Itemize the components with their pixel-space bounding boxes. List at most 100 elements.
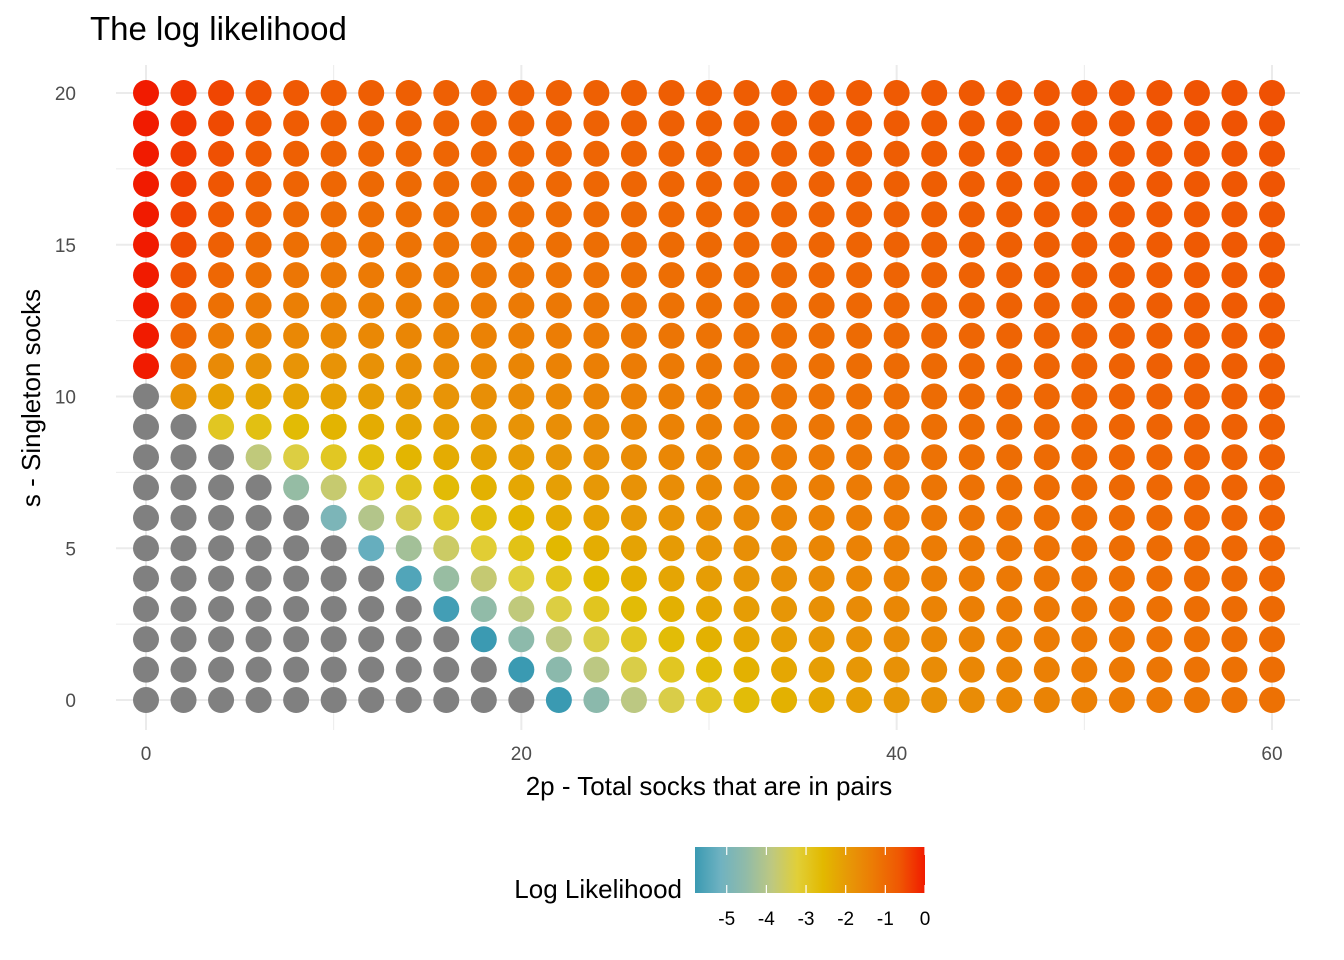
data-point [1033,262,1060,289]
data-point [395,80,422,106]
data-point [583,595,610,622]
legend: Log Likelihood -5 -4 -3 -2 -1 0 [514,847,930,930]
data-point [658,535,685,562]
data-point [1146,322,1173,349]
data-point [1183,626,1210,653]
data-point [470,444,497,471]
data-point [470,80,497,106]
data-point [808,626,835,653]
data-point [583,535,610,562]
data-point [658,444,685,471]
data-point [245,292,272,319]
data-point [1033,322,1060,349]
data-point [1183,535,1210,562]
data-point [245,353,272,380]
data-point [1146,171,1173,198]
data-point [1183,383,1210,410]
data-point [1108,474,1135,501]
data-point [245,656,272,683]
data-point [733,595,760,622]
data-point [808,80,835,106]
data-point [1221,231,1248,258]
data-point [433,504,460,531]
data-point [733,535,760,562]
data-point [583,444,610,471]
data-point [545,474,572,501]
data-point [696,474,722,501]
data-point [470,626,497,653]
data-point [958,595,985,622]
data-point [245,201,272,228]
data-point [808,110,835,137]
data-point [208,231,235,258]
data-point [283,231,310,258]
data-point [1259,201,1285,228]
data-point [1221,140,1248,167]
data-point [958,413,985,440]
data-point [1183,413,1210,440]
data-point [1108,595,1135,622]
data-point [1108,444,1135,471]
data-point [283,262,310,289]
data-point [733,413,760,440]
data-point [1146,444,1173,471]
data-point [133,656,159,683]
data-point [771,383,798,410]
data-point [958,231,985,258]
data-point [696,231,722,258]
data-point [883,626,910,653]
data-point [545,626,572,653]
data-point [358,322,385,349]
data-point [1146,383,1173,410]
data-point [320,110,347,137]
data-point [883,80,910,106]
data-point [1259,444,1285,471]
data-point [958,626,985,653]
data-point [921,565,948,592]
data-point [545,383,572,410]
data-point [658,595,685,622]
data-point [883,322,910,349]
data-point [1108,110,1135,137]
data-point [1071,322,1098,349]
data-point [958,292,985,319]
data-point [245,80,272,106]
data-point [733,80,760,106]
data-point [921,383,948,410]
data-point [208,262,235,289]
data-point [996,656,1023,683]
data-point [283,383,310,410]
data-point [996,474,1023,501]
data-point [620,535,647,562]
data-point [1221,656,1248,683]
data-point [996,444,1023,471]
data-point [508,656,535,683]
data-point [658,110,685,137]
data-point [208,535,235,562]
data-point [583,504,610,531]
data-point [996,262,1023,289]
data-point [733,474,760,501]
data-point [883,444,910,471]
data-point [583,383,610,410]
data-point [320,444,347,471]
data-point [771,110,798,137]
data-point [208,383,235,410]
data-point [358,231,385,258]
data-point [658,322,685,349]
data-point [1108,140,1135,167]
data-point [1033,201,1060,228]
data-point [508,110,535,137]
data-point [1259,292,1285,319]
data-point [433,565,460,592]
data-point [771,535,798,562]
data-point [358,687,385,713]
data-point [170,474,197,501]
data-point [208,687,235,713]
data-point [1146,80,1173,106]
data-point [508,474,535,501]
data-point [1071,383,1098,410]
data-point [358,80,385,106]
data-point [620,474,647,501]
